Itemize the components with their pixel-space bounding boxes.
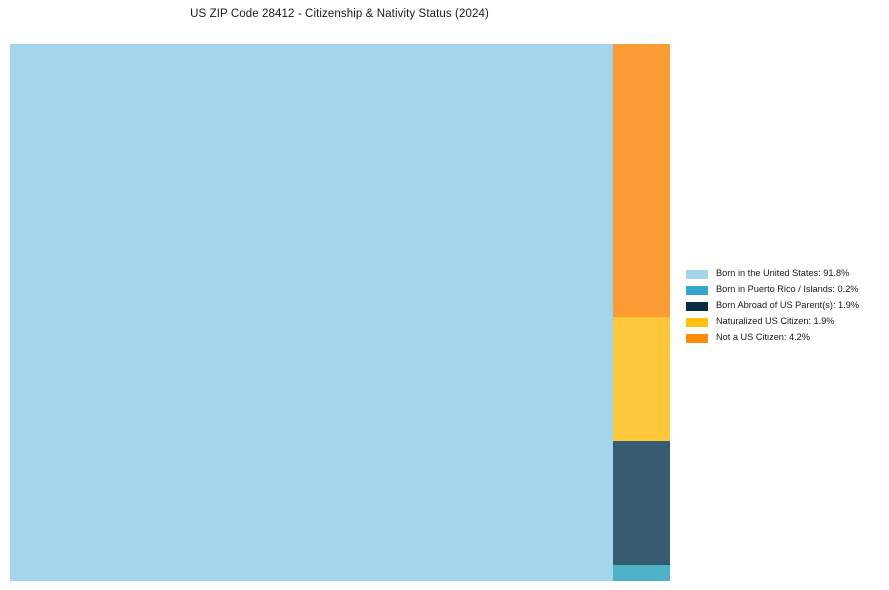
- treemap-tile-born-abroad-of-us-parents[interactable]: [613, 441, 670, 565]
- legend-swatch-icon: [686, 317, 708, 327]
- treemap-column-primary: [10, 44, 613, 581]
- legend-swatch-icon: [686, 301, 708, 311]
- legend-item-naturalized-us-citizen[interactable]: Naturalized US Citizen: 1.9%: [686, 314, 881, 330]
- legend-swatch-icon: [686, 269, 708, 279]
- legend-item-not-a-us-citizen[interactable]: Not a US Citizen: 4.2%: [686, 330, 881, 346]
- treemap-column-secondary: [613, 44, 670, 581]
- legend-label: Born in Puerto Rico / Islands: 0.2%: [716, 284, 859, 295]
- chart-legend: Born in the United States: 91.8% Born in…: [686, 266, 881, 346]
- legend-label: Naturalized US Citizen: 1.9%: [716, 316, 835, 327]
- chart-title: US ZIP Code 28412 - Citizenship & Nativi…: [190, 8, 489, 20]
- legend-swatch-icon: [686, 333, 708, 343]
- legend-item-born-abroad-of-us-parents[interactable]: Born Abroad of US Parent(s): 1.9%: [686, 298, 881, 314]
- legend-item-born-in-the-united-states[interactable]: Born in the United States: 91.8%: [686, 266, 881, 282]
- treemap-tile-naturalized-us-citizen[interactable]: [613, 317, 670, 441]
- legend-swatch-icon: [686, 285, 708, 295]
- legend-label: Not a US Citizen: 4.2%: [716, 332, 810, 343]
- treemap-plot-area: [10, 44, 670, 581]
- treemap-tile-born-in-puerto-rico-islands[interactable]: [613, 565, 670, 581]
- legend-item-born-in-puerto-rico-islands[interactable]: Born in Puerto Rico / Islands: 0.2%: [686, 282, 881, 298]
- legend-label: Born Abroad of US Parent(s): 1.9%: [716, 300, 859, 311]
- legend-label: Born in the United States: 91.8%: [716, 268, 850, 279]
- treemap-tile-born-in-the-united-states[interactable]: [10, 44, 613, 581]
- treemap-tile-not-a-us-citizen[interactable]: [613, 44, 670, 317]
